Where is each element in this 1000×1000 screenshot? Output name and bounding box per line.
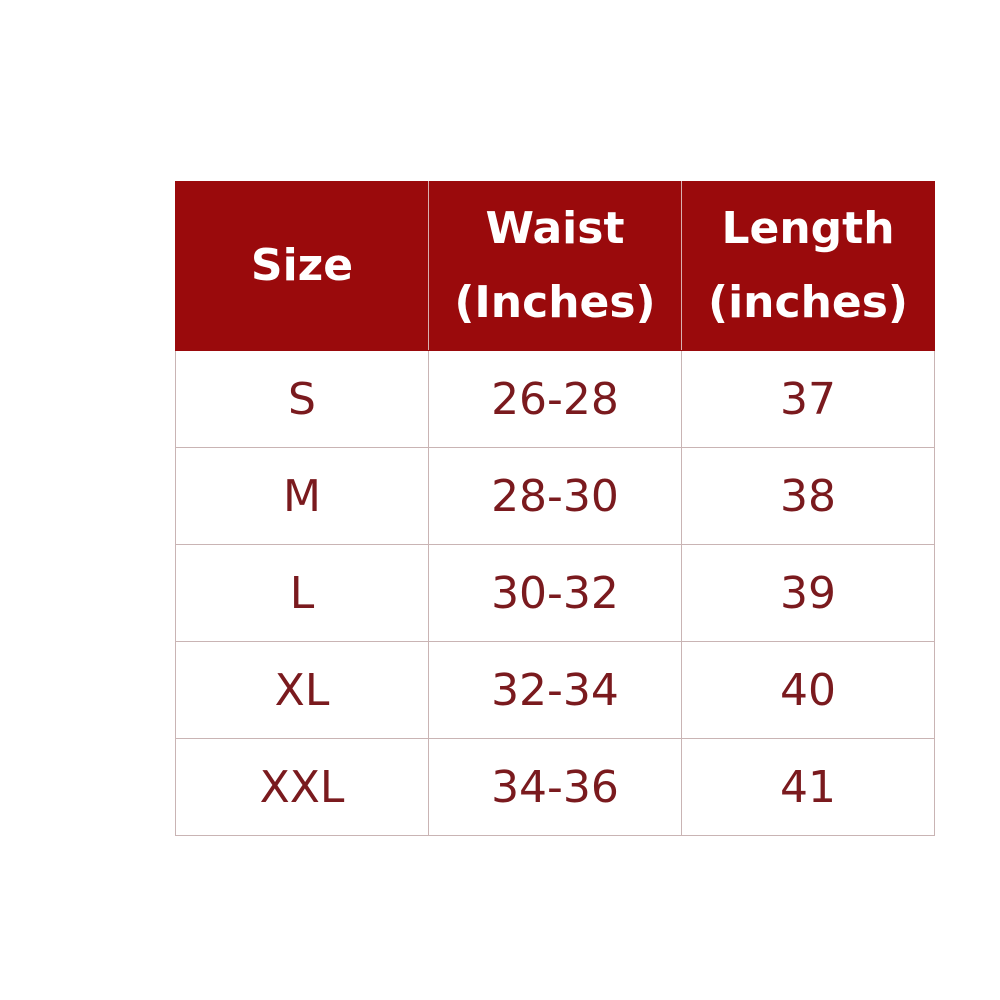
header-text: Length	[721, 203, 895, 254]
table-cell: 37	[681, 350, 935, 448]
table-cell: 39	[681, 544, 935, 642]
table-body: S 26-28 37 M 28-30 38 L 30-32 39 XL 32-34 40 XXL 34-3…	[175, 350, 935, 836]
table-cell: 38	[681, 447, 935, 545]
table-row: XXL 34-36 41	[175, 738, 935, 836]
header-text: Waist	[485, 203, 625, 254]
size-table: Size Waist (Inches) Length (inches) S 26-28 37…	[175, 181, 935, 836]
table-row: L 30-32 39	[175, 544, 935, 642]
table-cell: 28-30	[428, 447, 682, 545]
table-cell: 30-32	[428, 544, 682, 642]
header-cell: Waist (Inches)	[428, 181, 682, 351]
table-cell: 26-28	[428, 350, 682, 448]
header-text: Size	[250, 240, 354, 291]
table-cell: XL	[175, 641, 429, 739]
header-text: (Inches)	[454, 277, 656, 328]
header-row: Size Waist (Inches) Length (inches)	[175, 181, 935, 351]
table-cell: 41	[681, 738, 935, 836]
table-cell: 32-34	[428, 641, 682, 739]
table-cell: M	[175, 447, 429, 545]
table-cell: L	[175, 544, 429, 642]
table-cell: 34-36	[428, 738, 682, 836]
table-cell: XXL	[175, 738, 429, 836]
table-cell: 40	[681, 641, 935, 739]
table-cell: S	[175, 350, 429, 448]
header-cell: Length (inches)	[681, 181, 935, 351]
table-row: M 28-30 38	[175, 447, 935, 545]
table-row: XL 32-34 40	[175, 641, 935, 739]
header-text: (inches)	[707, 277, 909, 328]
header-cell: Size	[175, 181, 429, 351]
table-row: S 26-28 37	[175, 350, 935, 448]
